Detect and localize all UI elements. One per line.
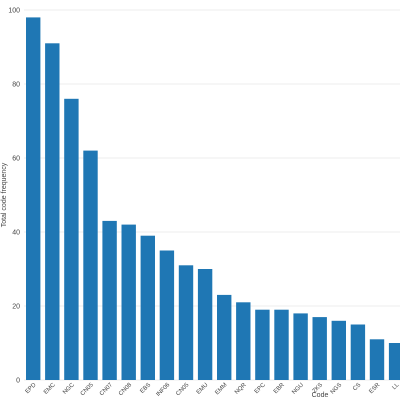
bar[interactable] [140,235,155,380]
x-tick-label: EMM [214,382,228,396]
x-tick-label: INF06 [156,382,172,398]
x-tick-label: NQR [234,382,248,396]
bar[interactable] [102,220,117,380]
x-tick-label: NGS [330,382,343,395]
bar[interactable] [274,309,289,380]
bar[interactable] [83,150,98,380]
x-axis-title: Code [312,392,329,399]
bar[interactable] [293,313,308,380]
bar[interactable] [26,17,41,381]
y-tick-label: 100 [8,8,20,15]
bar[interactable] [255,309,270,380]
y-axis-ticks: 0 20 40 60 80 100 [8,8,20,385]
bar[interactable] [121,224,136,380]
y-tick-label: 0 [16,378,20,385]
y-tick-label: 40 [12,230,20,237]
bar[interactable] [312,317,327,380]
bars [26,17,400,381]
bar[interactable] [178,265,194,380]
bar[interactable] [236,302,251,380]
bar[interactable] [217,294,232,380]
x-tick-label: EMU [196,382,210,396]
y-tick-label: 20 [12,304,20,311]
x-axis-ticks: EPD EMC NGC CN05 CN07 CN08 EBS INF06 CN05 EMU EMM N… [25,382,400,398]
x-tick-label: EBR [273,382,286,395]
y-axis-title: Total code frequency [1,162,8,227]
x-tick-label: CN05 [80,382,96,398]
x-tick-label: CN07 [99,382,115,398]
bar[interactable] [369,339,385,380]
x-tick-label: CN05 [175,382,191,398]
x-tick-label: NGU [291,382,305,396]
bar[interactable] [197,269,213,380]
y-tick-label: 80 [12,82,20,89]
bar[interactable] [350,324,366,381]
x-tick-label: EBS [139,382,152,395]
x-tick-label: NGC [62,382,76,396]
bar[interactable] [45,43,60,381]
x-tick-label: EPC [254,382,267,395]
x-tick-label: EMC [43,382,57,396]
x-tick-label: CS [352,382,362,392]
bar[interactable] [331,320,346,380]
bar[interactable] [388,343,400,380]
bar[interactable] [64,98,79,381]
x-tick-label: CN08 [118,382,134,398]
y-tick-label: 60 [12,156,20,163]
x-tick-label: EPD [25,382,38,395]
x-tick-label: LL [392,382,400,391]
x-tick-label: ESR [368,382,381,395]
bar[interactable] [159,250,175,381]
